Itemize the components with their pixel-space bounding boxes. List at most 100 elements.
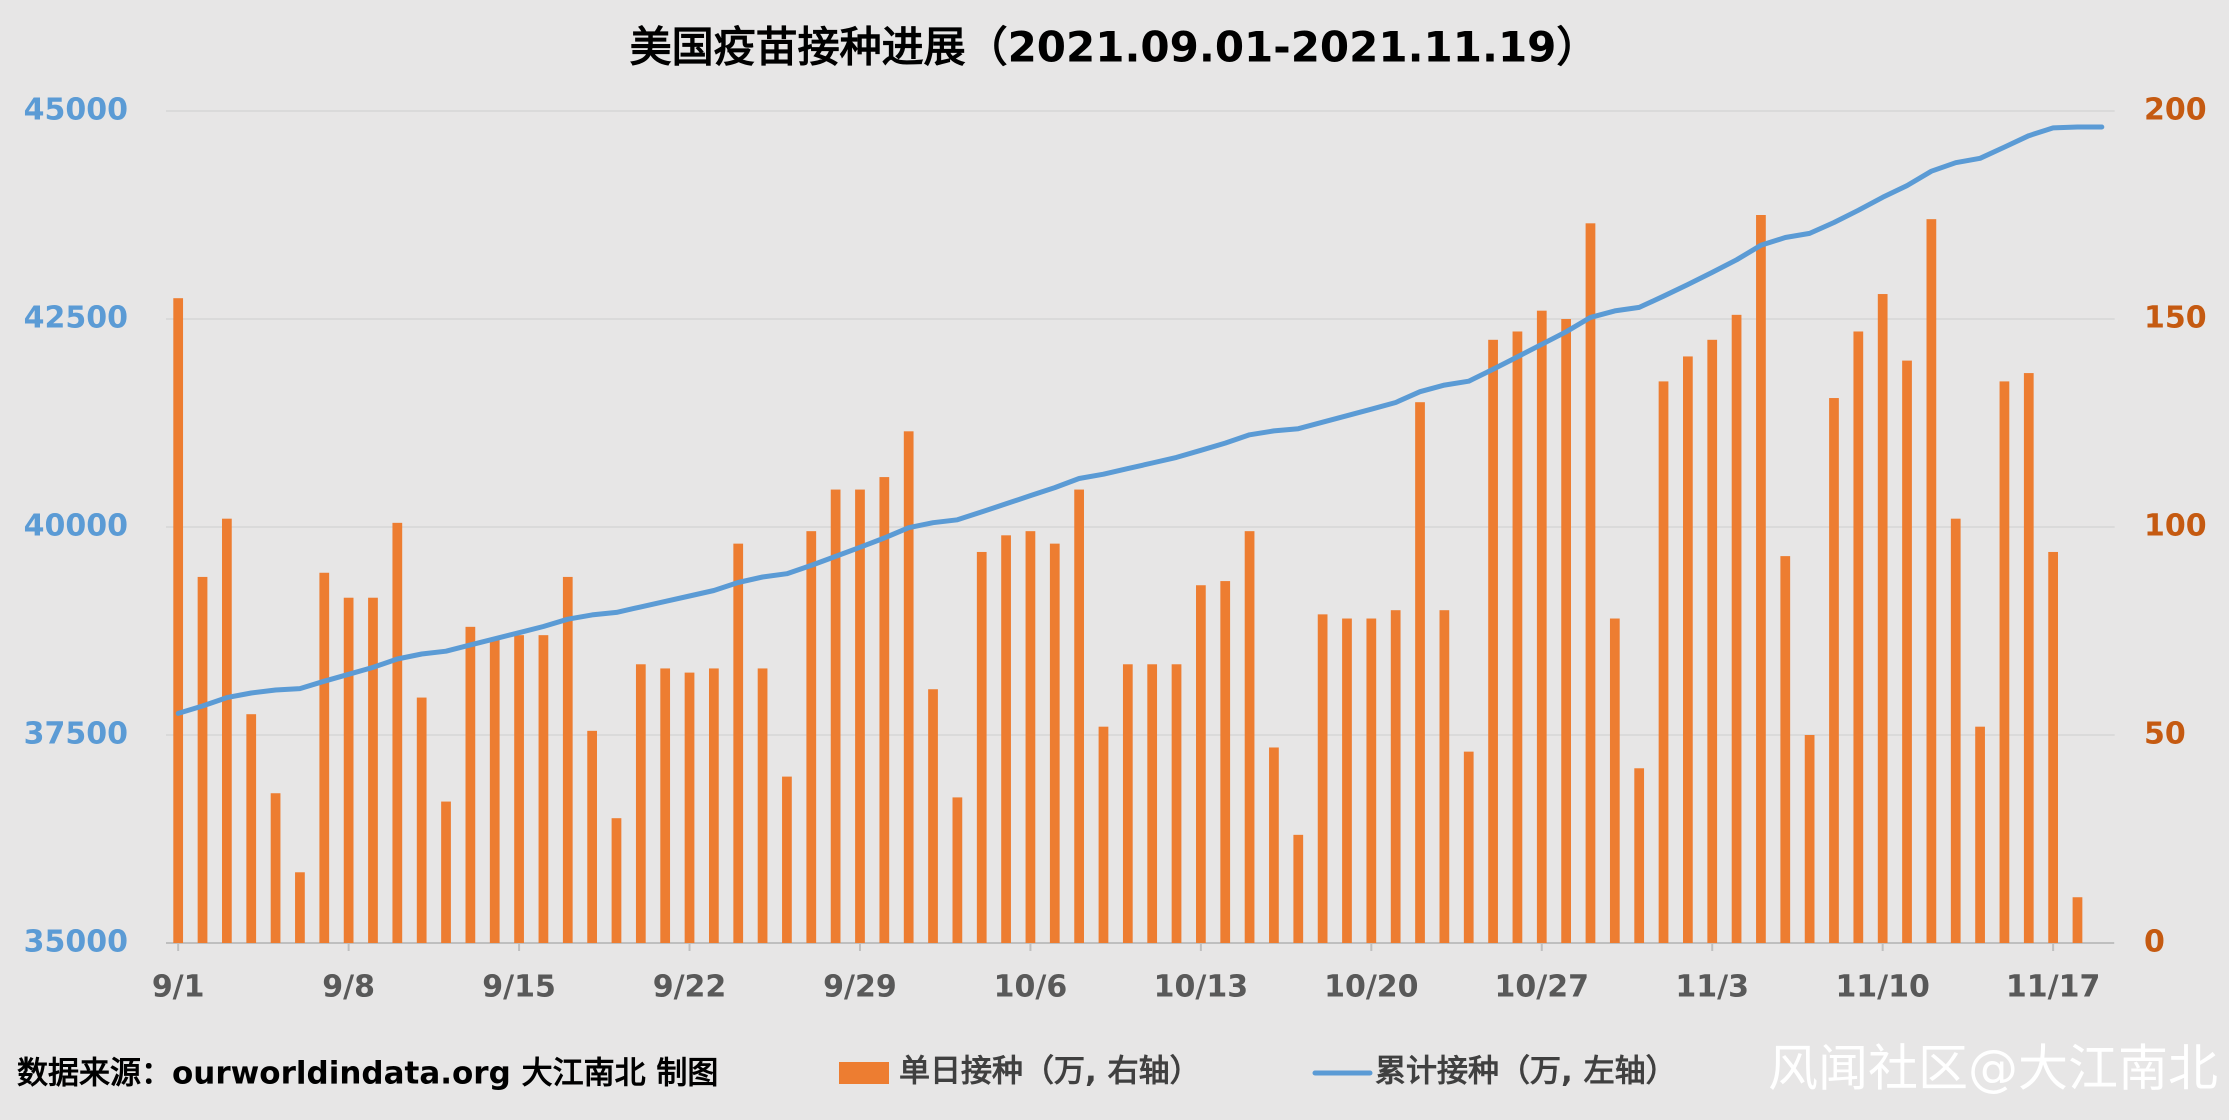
y-tick-label: 37500 — [24, 717, 128, 752]
bar — [1244, 531, 1255, 943]
bar — [782, 776, 792, 943]
y2-tick-label: 100 — [2144, 509, 2207, 544]
bar — [660, 668, 671, 943]
y2-tick-label: 50 — [2144, 717, 2186, 752]
bar — [733, 543, 744, 943]
bar — [441, 801, 451, 943]
y-tick-label: 35000 — [24, 925, 128, 960]
bar — [1317, 614, 1328, 943]
bar — [1366, 618, 1377, 943]
bar — [1950, 518, 1961, 943]
bar — [343, 597, 354, 943]
y-tick-label: 42500 — [24, 301, 128, 336]
bar — [270, 793, 281, 943]
bar — [1926, 219, 1937, 943]
x-tick-label: 9/8 — [322, 970, 375, 1005]
bar — [1342, 618, 1352, 943]
bar — [295, 872, 305, 943]
bar — [1098, 726, 1109, 943]
x-tick-label: 10/27 — [1495, 970, 1589, 1005]
bar — [514, 635, 524, 943]
bar — [1829, 398, 1839, 943]
source-note: 数据来源：ourworldindata.org 大江南北 制图 — [17, 1056, 718, 1092]
x-tick-label: 9/1 — [152, 970, 205, 1005]
bar — [1122, 664, 1133, 943]
x-tick-label: 11/10 — [1835, 970, 1929, 1005]
bar — [1658, 381, 1669, 943]
bar — [319, 572, 330, 943]
bar — [1463, 751, 1474, 943]
bar — [1293, 834, 1304, 943]
bar — [1147, 664, 1158, 943]
bar — [928, 689, 938, 943]
legend-label: 单日接种（万, 右轴） — [899, 1054, 1201, 1090]
bar — [1025, 531, 1036, 943]
bar — [1488, 339, 1498, 943]
bar — [1756, 215, 1766, 943]
bar — [1999, 381, 2010, 943]
bar — [611, 818, 622, 943]
bar — [1975, 726, 1985, 943]
bar — [879, 477, 890, 943]
bar — [416, 697, 427, 943]
legend-swatch — [839, 1062, 889, 1084]
bar — [1683, 356, 1693, 943]
bar — [1512, 331, 1523, 944]
bar — [1171, 664, 1182, 943]
y-tick-label: 40000 — [24, 509, 128, 544]
bar — [903, 431, 914, 943]
chart-title: 美国疫苗接种进展（2021.09.01-2021.11.19） — [630, 23, 1599, 72]
bar — [392, 522, 403, 943]
bar — [1561, 319, 1571, 943]
bar — [1415, 402, 1425, 943]
bar — [222, 518, 232, 943]
bar — [1634, 768, 1645, 943]
bar — [709, 668, 719, 943]
bar — [562, 576, 573, 943]
y2-tick-label: 200 — [2144, 93, 2207, 128]
bar — [1001, 535, 1011, 943]
x-tick-label: 9/29 — [823, 970, 897, 1005]
bar — [2048, 551, 2058, 943]
x-tick-label: 11/17 — [2006, 970, 2100, 1005]
bar — [465, 626, 476, 943]
bar — [1390, 610, 1401, 943]
watermark: 风闻社区@大江南北 — [1768, 1040, 2218, 1098]
bar — [952, 797, 963, 943]
y2-tick-label: 150 — [2144, 301, 2207, 336]
bar — [855, 489, 865, 943]
x-tick-label: 10/20 — [1324, 970, 1418, 1005]
bar — [1609, 618, 1620, 943]
x-tick-label: 11/3 — [1675, 970, 1749, 1005]
bar — [246, 714, 257, 943]
bar — [830, 489, 841, 943]
legend-label: 累计接种（万, 左轴） — [1375, 1054, 1677, 1090]
bar — [635, 664, 646, 943]
bar — [1196, 585, 1206, 943]
bar — [684, 672, 695, 943]
bar — [1220, 581, 1231, 943]
bar — [1780, 556, 1791, 943]
bar — [587, 730, 597, 943]
x-tick-label: 9/22 — [653, 970, 727, 1005]
y2-tick-label: 0 — [2144, 925, 2165, 960]
bar — [197, 576, 208, 943]
bar — [1804, 735, 1815, 943]
bar — [757, 668, 768, 943]
bar — [1585, 223, 1596, 943]
x-tick-label: 9/15 — [482, 970, 556, 1005]
bar — [1877, 294, 1888, 943]
x-tick-label: 10/13 — [1154, 970, 1248, 1005]
bar — [2023, 373, 2034, 944]
bar — [1074, 489, 1084, 943]
bar — [1853, 331, 1864, 944]
bar — [1707, 339, 1718, 943]
bar — [976, 551, 987, 943]
bar — [489, 639, 500, 943]
bar — [806, 531, 817, 943]
bar — [2072, 897, 2083, 943]
bar — [368, 597, 378, 943]
bar — [173, 298, 184, 943]
bar — [1269, 747, 1279, 943]
